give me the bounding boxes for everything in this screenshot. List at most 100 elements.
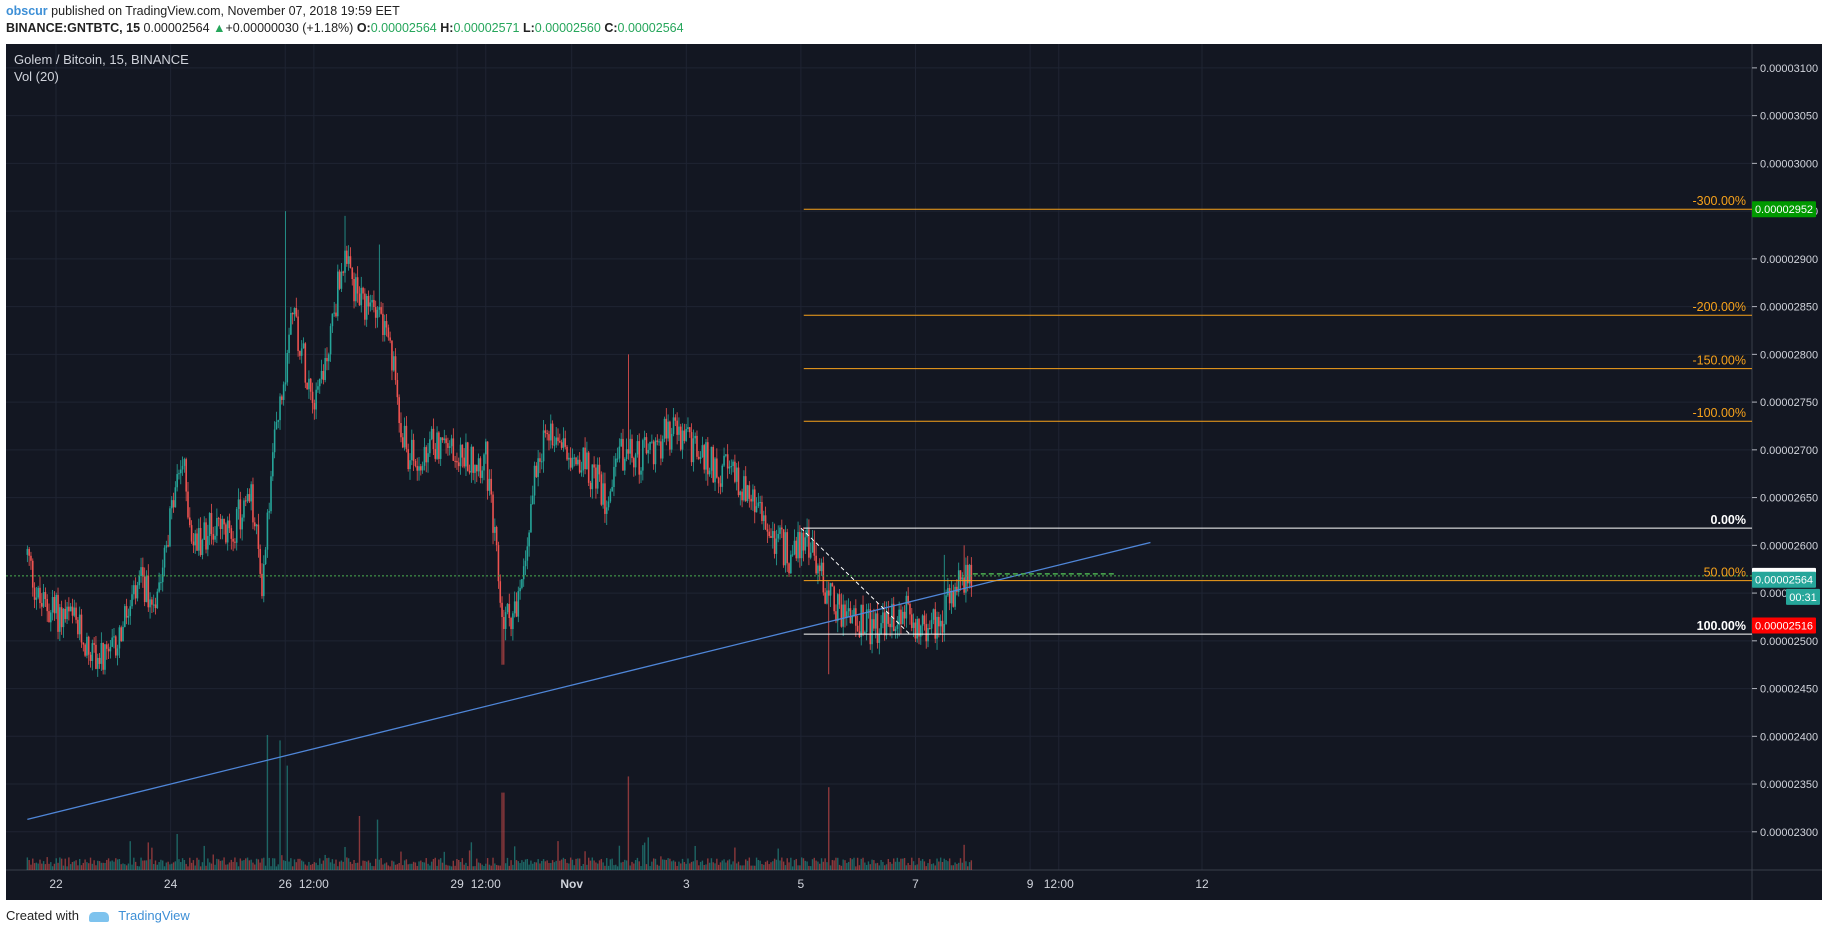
volume-bar [180, 862, 182, 870]
candle-body [549, 423, 552, 441]
candle-body [573, 457, 576, 459]
candle-body [925, 624, 928, 642]
tradingview-brand-link[interactable]: TradingView [118, 908, 190, 923]
candle-body [721, 465, 724, 487]
candle-body [71, 606, 74, 616]
volume-bar [864, 862, 866, 870]
volume-bar [447, 865, 449, 870]
candle-body [618, 446, 621, 459]
volume-bar [60, 858, 63, 870]
volume-bar [589, 860, 592, 870]
candle-body [752, 489, 754, 502]
candle-body [582, 447, 585, 471]
volume-bar [523, 861, 525, 870]
candle-body [840, 604, 843, 627]
candle-body [694, 435, 696, 439]
candle-body [869, 609, 872, 645]
volume-bar [918, 857, 920, 870]
volume-bar [826, 862, 828, 870]
candle-body [750, 498, 752, 502]
volume-bar [492, 857, 494, 870]
candle-body [353, 279, 355, 302]
volume-bar [546, 860, 548, 870]
volume-bar [602, 862, 604, 870]
volume-bar [643, 842, 646, 870]
volume-bar [970, 860, 973, 870]
candle-body [855, 608, 857, 626]
volume-bar [199, 866, 202, 870]
volume-bar [163, 866, 166, 870]
volume-bar [817, 861, 819, 870]
candle-body [299, 350, 301, 356]
volume-bar [476, 858, 478, 870]
chart-frame[interactable] [6, 44, 1822, 900]
volume-bar [69, 864, 72, 870]
volume-bar [833, 860, 835, 870]
volume-bar [165, 862, 168, 870]
candle-body [463, 457, 465, 467]
candle-body [445, 438, 447, 444]
volume-bar [849, 858, 852, 870]
volume-bar [73, 861, 75, 870]
volume-bar [730, 864, 732, 870]
volume-bar [494, 863, 496, 870]
candle-body [272, 452, 274, 477]
volume-bar [761, 864, 763, 870]
volume-bar [717, 864, 720, 870]
candle-body [400, 423, 402, 438]
volume-bar [454, 865, 456, 870]
volume-bar [916, 864, 918, 870]
candle-body [268, 511, 271, 513]
candle-body [35, 597, 38, 600]
candle-body [853, 608, 855, 617]
volume-bar [568, 863, 570, 870]
candle-body [707, 442, 709, 475]
volume-bar [965, 861, 967, 870]
candle-body [174, 487, 177, 508]
candle-body [697, 456, 700, 459]
y-tick-label: 0.00002650 [1760, 493, 1818, 505]
candle-body [340, 271, 343, 289]
candle-body [243, 500, 245, 518]
candle-body [84, 644, 86, 656]
candle-body [634, 454, 637, 468]
candle-body [876, 613, 879, 643]
candle-body [526, 546, 529, 561]
volume-bar [885, 864, 888, 870]
fib-level-label: -100.00% [1692, 406, 1746, 420]
volume-bar [745, 859, 747, 870]
symbol-label: BINANCE:GNTBTC, 15 [6, 21, 141, 35]
volume-bar [279, 740, 281, 870]
volume-bar [169, 864, 171, 870]
volume-bar [420, 860, 422, 870]
volume-bar [627, 776, 630, 870]
candle-body [300, 348, 303, 356]
volume-bar [914, 865, 917, 870]
candle-body [775, 538, 778, 554]
volume-bar [158, 862, 160, 870]
candle-body [414, 460, 417, 466]
volume-bar [533, 862, 536, 870]
volume-bar [672, 860, 675, 870]
volume-bar [37, 863, 39, 870]
volume-bar [934, 865, 936, 870]
candle-body [515, 601, 518, 617]
volume-bar [205, 865, 207, 870]
volume-bar [681, 858, 684, 870]
candle-body [782, 529, 785, 566]
volume-bar [754, 865, 756, 870]
candle-body [905, 595, 908, 619]
candle-body [557, 437, 559, 442]
volume-bar [508, 865, 510, 870]
volume-bar [699, 861, 702, 870]
volume-bar [149, 859, 151, 870]
candle-body [584, 447, 586, 470]
volume-bar [340, 860, 343, 870]
volume-bar [824, 858, 826, 870]
volume-bar [947, 861, 949, 870]
volume-bar [115, 858, 117, 870]
candle-body [337, 271, 339, 317]
author-name[interactable]: obscur [6, 4, 48, 18]
volume-bar [324, 854, 326, 870]
